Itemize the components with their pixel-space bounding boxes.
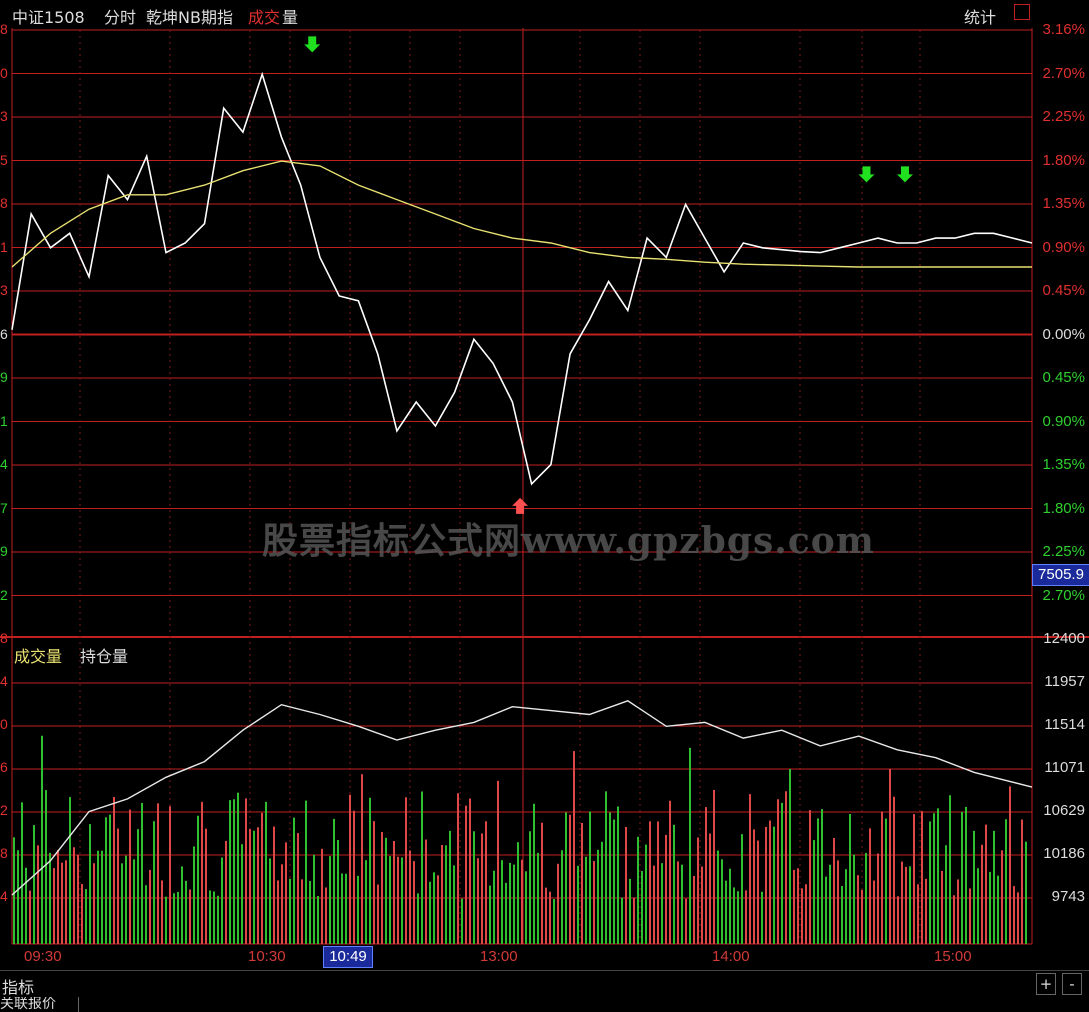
volume-left-tick: 8 <box>0 630 8 646</box>
volume-left-tick: 6 <box>0 759 8 775</box>
price-left-tick: 1 <box>0 238 8 255</box>
cursor-time-box: 10:49 <box>323 946 373 968</box>
sell-arrow-icon <box>896 166 913 183</box>
price-left-tick: 3 <box>0 282 8 298</box>
volume-left-tick: 8 <box>0 845 8 861</box>
price-tick-label: 3.16% <box>1042 21 1085 38</box>
volume-tick-label: 9743 <box>1051 888 1085 905</box>
current-price-box: 7505.9 <box>1032 564 1089 586</box>
volume-left-tick: 0 <box>0 716 8 732</box>
price-left-tick: 8 <box>0 195 8 211</box>
time-tick-label: 10:30 <box>248 948 286 965</box>
volume-label-white: 量 <box>282 8 299 27</box>
price-tick-label: 1.35% <box>1042 456 1085 473</box>
legend-volume: 成交量 <box>14 647 63 666</box>
restore-icon[interactable] <box>1014 4 1030 20</box>
price-tick-label: 0.45% <box>1042 369 1085 386</box>
stats-button[interactable]: 统计 <box>964 8 997 27</box>
price-tick-label: 1.80% <box>1042 151 1085 169</box>
volume-tick-label: 11514 <box>1044 716 1085 733</box>
buy-arrow-icon <box>512 497 529 514</box>
price-tick-label: 0.90% <box>1042 238 1085 256</box>
time-tick-label: 14:00 <box>712 948 750 965</box>
indicator-tab[interactable]: 指标 <box>2 978 35 997</box>
price-left-tick: 4 <box>0 456 8 472</box>
price-tick-label: 2.25% <box>1042 543 1085 560</box>
price-left-tick: 0 <box>0 64 8 81</box>
time-tick-label: 09:30 <box>24 948 62 965</box>
price-line <box>11 71 1033 486</box>
footer-bar: 指标 + - <box>0 970 1089 997</box>
instrument-name[interactable]: 中证1508 <box>12 8 85 27</box>
zoom-out-button[interactable]: - <box>1062 973 1082 995</box>
price-tick-label: 2.70% <box>1042 64 1085 82</box>
volume-left-tick: 2 <box>0 802 8 818</box>
price-left-tick: 9 <box>0 369 8 385</box>
average-line <box>11 160 1032 268</box>
related-quote-tab[interactable]: 关联报价 <box>0 997 79 1012</box>
price-tick-label: 0.90% <box>1042 412 1085 430</box>
price-tick-label: 0.00% <box>1042 325 1085 343</box>
header-bar: 中证1508 分时 乾坤NB期指 成交 量 统计 <box>0 0 1089 28</box>
open-interest-line <box>11 700 1033 896</box>
volume-label-red: 成交 <box>248 8 281 27</box>
sell-arrow-icon <box>858 166 875 183</box>
volume-tick-label: 12400 <box>1043 630 1085 647</box>
sell-arrow-icon <box>304 36 321 53</box>
price-tick-label: 2.70% <box>1042 586 1085 604</box>
price-left-tick: 9 <box>0 543 8 559</box>
volume-left-tick: 4 <box>0 888 8 904</box>
price-left-tick: 3 <box>0 108 8 124</box>
indicator-name[interactable]: 乾坤NB期指 <box>146 8 233 27</box>
view-mode[interactable]: 分时 <box>104 8 137 27</box>
volume-tick-label: 11957 <box>1044 673 1085 690</box>
time-tick-label: 13:00 <box>480 948 518 965</box>
price-left-tick: 7 <box>0 499 8 516</box>
legend-open-interest: 持仓量 <box>80 647 129 666</box>
price-left-tick: 8 <box>0 21 8 37</box>
price-tick-label: 1.80% <box>1042 499 1085 517</box>
price-tick-label: 2.25% <box>1042 108 1085 125</box>
price-tick-label: 0.45% <box>1042 282 1085 299</box>
volume-tick-label: 10186 <box>1043 845 1085 862</box>
price-left-tick: 1 <box>0 412 8 429</box>
zoom-in-button[interactable]: + <box>1036 973 1056 995</box>
price-left-tick: 5 <box>0 151 8 168</box>
volume-left-tick: 4 <box>0 673 8 689</box>
price-left-tick: 2 <box>0 586 8 603</box>
price-tick-label: 1.35% <box>1042 195 1085 212</box>
volume-tick-label: 11071 <box>1044 759 1085 776</box>
price-left-tick: 6 <box>0 325 8 342</box>
volume-tick-label: 10629 <box>1043 802 1085 819</box>
time-tick-label: 15:00 <box>934 948 972 965</box>
watermark: 股票指标公式网www.gpzbgs.com <box>262 520 875 562</box>
